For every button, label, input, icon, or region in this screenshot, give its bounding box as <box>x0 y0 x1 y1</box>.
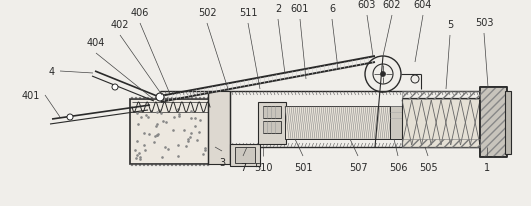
Bar <box>258 103 286 144</box>
Bar <box>402 91 480 99</box>
Circle shape <box>67 115 73 121</box>
Bar <box>285 107 390 139</box>
Bar <box>208 91 230 164</box>
Text: 510: 510 <box>254 162 272 172</box>
Bar <box>505 91 511 154</box>
Bar <box>263 107 281 118</box>
Bar <box>390 107 402 139</box>
Text: 406: 406 <box>131 8 149 18</box>
Bar <box>480 88 507 157</box>
Text: 601: 601 <box>291 4 309 14</box>
Text: 503: 503 <box>475 18 493 28</box>
Text: 402: 402 <box>111 20 129 30</box>
Text: 3: 3 <box>219 157 225 167</box>
Bar <box>130 99 212 164</box>
Text: 2: 2 <box>275 4 281 14</box>
Text: 404: 404 <box>87 38 105 48</box>
Text: 603: 603 <box>358 0 376 10</box>
Text: 6: 6 <box>329 4 335 14</box>
Text: 502: 502 <box>198 8 216 18</box>
Text: 5: 5 <box>447 20 453 30</box>
Circle shape <box>381 72 386 77</box>
Bar <box>402 139 480 147</box>
Text: 507: 507 <box>349 162 367 172</box>
Text: 506: 506 <box>389 162 407 172</box>
Text: 401: 401 <box>22 91 40 101</box>
Circle shape <box>112 85 118 91</box>
Bar <box>263 121 281 133</box>
Text: 7: 7 <box>240 162 246 172</box>
Bar <box>480 88 507 157</box>
Bar <box>235 147 255 163</box>
Text: 505: 505 <box>418 162 438 172</box>
Text: 602: 602 <box>383 0 401 10</box>
Text: 1: 1 <box>484 162 490 172</box>
Text: 501: 501 <box>294 162 312 172</box>
Text: 604: 604 <box>414 0 432 10</box>
Bar <box>402 98 480 147</box>
Text: 4: 4 <box>49 67 55 77</box>
Circle shape <box>156 94 164 102</box>
Bar <box>230 144 260 166</box>
Text: 511: 511 <box>239 8 257 18</box>
